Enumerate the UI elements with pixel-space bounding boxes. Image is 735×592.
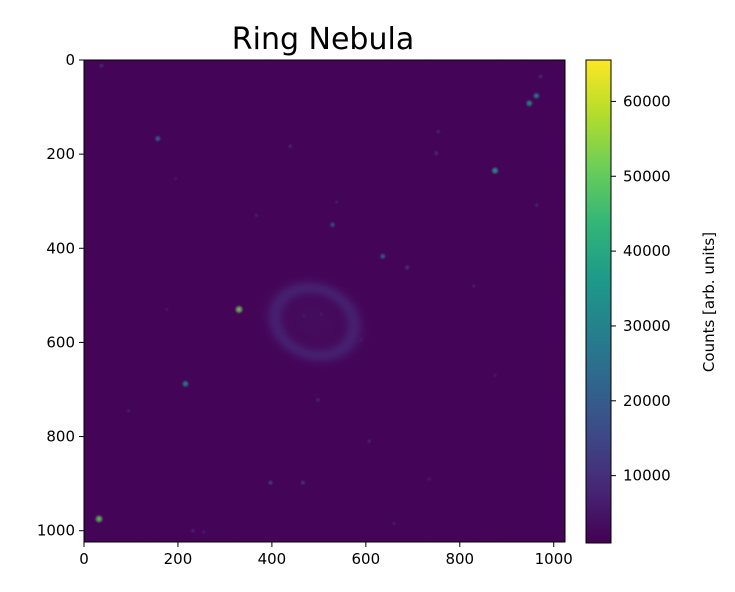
colorbar-ticks: 10000 20000 30000 40000 50000 60000	[611, 92, 671, 485]
y-tick-label: 400	[46, 239, 75, 257]
x-tick-label: 600	[352, 550, 381, 568]
colorbar-gradient	[586, 60, 611, 543]
x-tick-label: 1000	[535, 550, 573, 568]
y-tick-label: 800	[46, 428, 75, 446]
colorbar-tick-label: 40000	[623, 242, 671, 260]
nebula-image	[84, 60, 565, 542]
colorbar-tick-label: 50000	[623, 167, 671, 185]
image-plot-area	[83, 59, 566, 543]
x-tick-label: 200	[164, 550, 193, 568]
colorbar-tick-label: 10000	[623, 467, 671, 485]
plot-frame	[83, 59, 566, 543]
y-tick-label: 600	[46, 333, 75, 351]
colorbar-tick-label: 30000	[623, 317, 671, 335]
y-tick-label: 1000	[37, 522, 75, 540]
y-tick-label: 200	[46, 145, 75, 163]
colorbar-tick-label: 20000	[623, 392, 671, 410]
x-tick-label: 800	[445, 550, 474, 568]
y-tick-label: 0	[65, 51, 75, 69]
y-axis: 0 200 400 600 800 1000	[37, 51, 84, 540]
colorbar-label: Counts [arb. units]	[700, 232, 718, 372]
colorbar-frame	[585, 59, 612, 544]
x-tick-label: 400	[258, 550, 287, 568]
colorbar: 10000 20000 30000 40000 50000 60000 Counts [a…	[585, 59, 718, 544]
chart-title: Ring Nebula	[232, 22, 414, 57]
colorbar-tick-label: 60000	[623, 92, 671, 110]
x-tick-label: 0	[79, 550, 89, 568]
x-axis: 0 200 400 600 800 1000	[79, 542, 573, 568]
